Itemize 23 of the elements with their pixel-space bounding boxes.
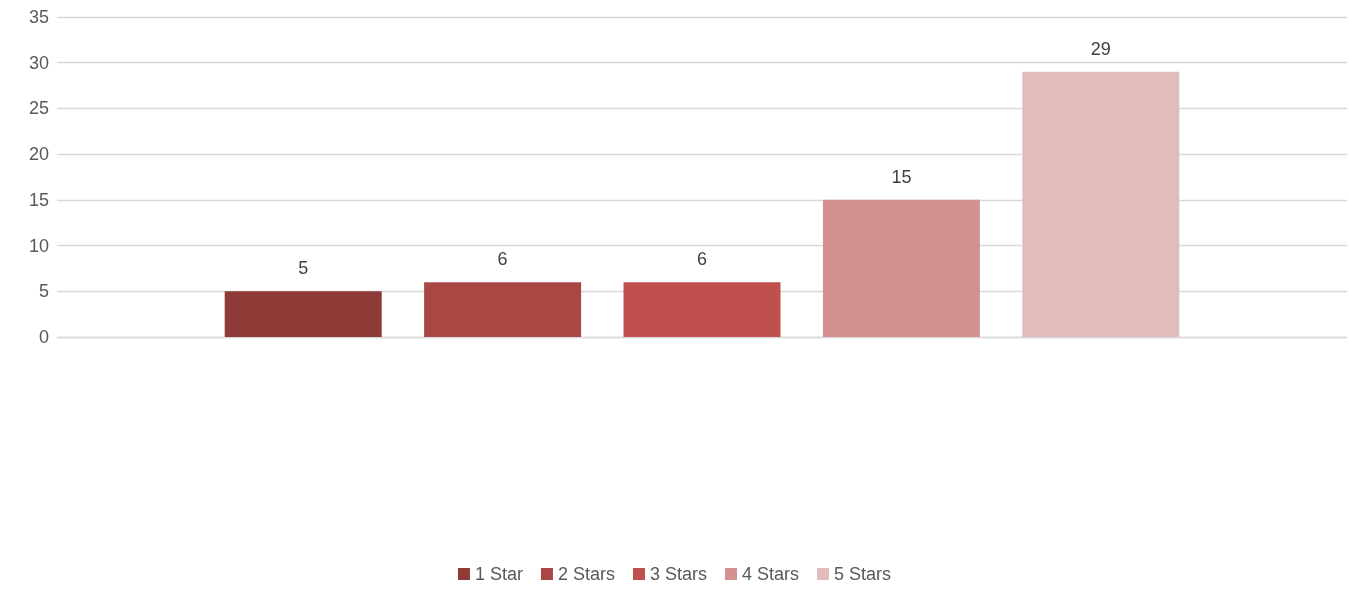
data-label: 5 (298, 258, 309, 279)
y-tick-label: 30 (28, 52, 49, 73)
data-label: 29 (1090, 38, 1111, 59)
bar (424, 282, 582, 337)
legend-label: 4 Stars (742, 564, 800, 584)
y-tick-label: 35 (28, 7, 49, 27)
data-label: 6 (696, 249, 708, 270)
y-tick-label: 20 (28, 144, 49, 165)
legend-label: 1 Star (474, 564, 523, 584)
data-label: 6 (497, 249, 508, 270)
y-tick-label: 0 (38, 327, 49, 347)
y-tick-label: 5 (38, 281, 49, 302)
y-tick-label: 25 (28, 98, 49, 119)
bar (623, 282, 781, 337)
bar (1022, 71, 1180, 337)
y-tick-label: 10 (28, 235, 49, 256)
bar (822, 199, 980, 337)
legend-label: 3 Stars (649, 564, 708, 584)
legend-label: 5 Stars (834, 564, 892, 584)
data-label: 15 (891, 166, 912, 187)
legend-label: 2 Stars (557, 564, 615, 584)
y-tick-label: 15 (28, 189, 49, 210)
bar (224, 291, 382, 337)
